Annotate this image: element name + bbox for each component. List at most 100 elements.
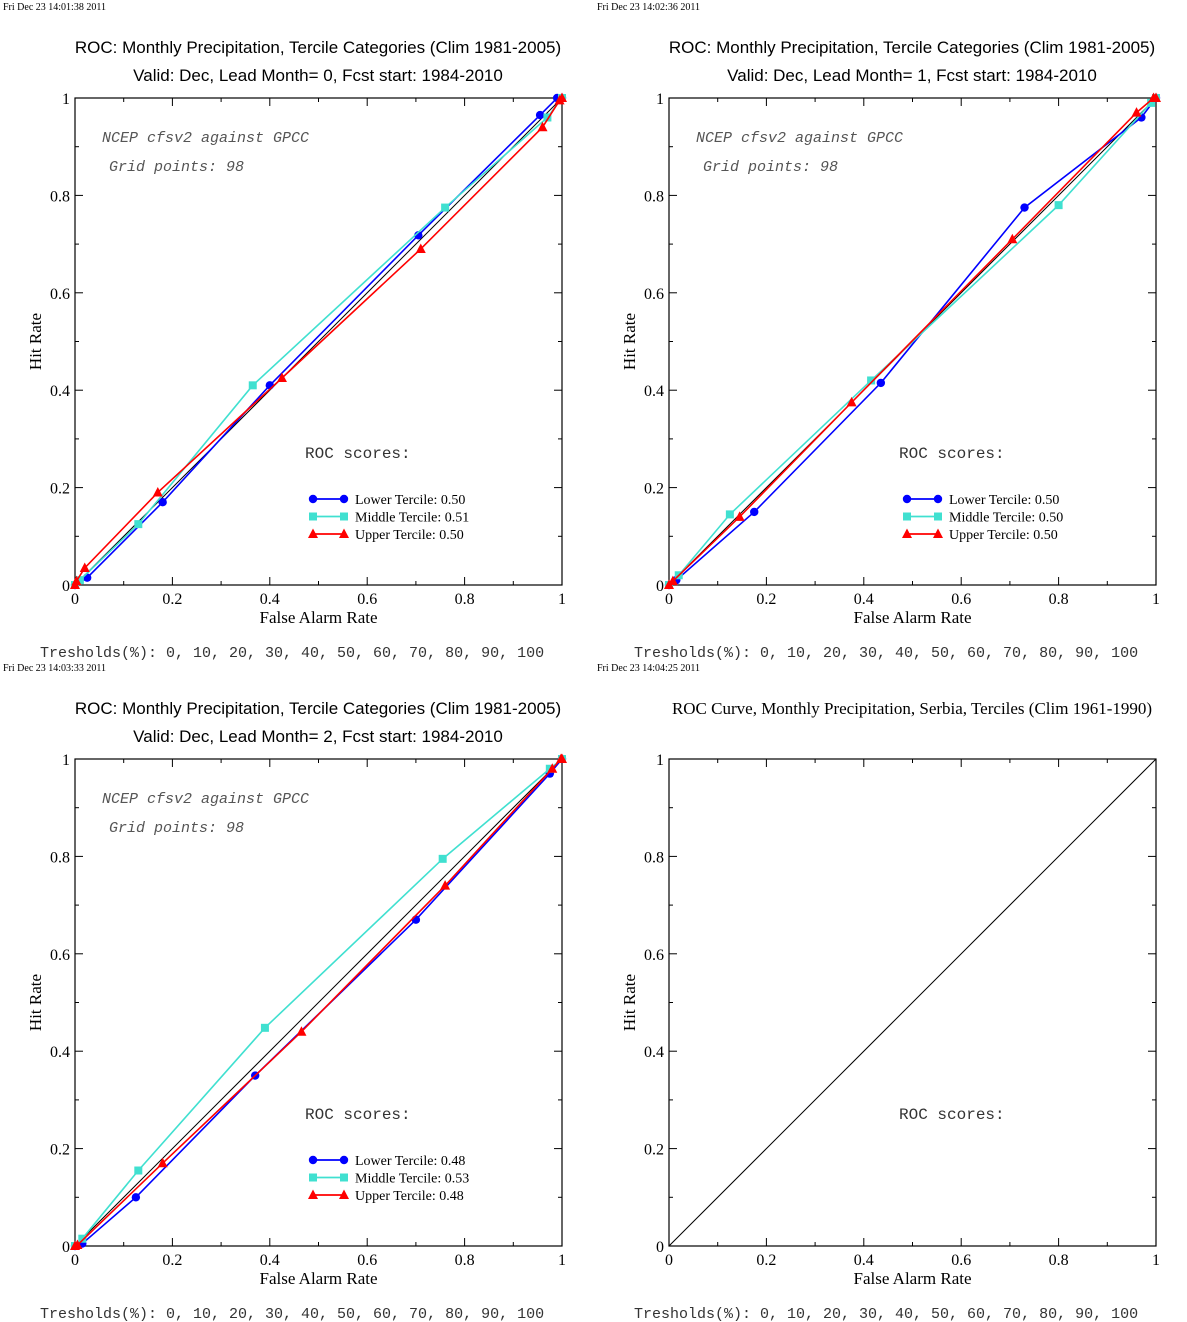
y-tick-label: 0.6 [644, 947, 664, 964]
diagonal-line [74, 758, 563, 1247]
data-point-series-1 [411, 915, 421, 924]
legend-marker-1 [339, 494, 349, 504]
legend-marker-1 [339, 1155, 349, 1165]
y-tick-label: 1 [656, 91, 664, 108]
y-tick-label: 0.2 [50, 1142, 70, 1159]
x-tick-label: 0.4 [260, 591, 280, 608]
y-tick-label: 0.4 [644, 383, 664, 400]
legend-marker-2 [340, 1173, 348, 1182]
legend-marker-3 [308, 528, 318, 538]
x-tick-label: 0.4 [260, 1252, 280, 1269]
x-tick-label: 0.4 [854, 1252, 874, 1269]
y-tick-label: 0 [62, 578, 70, 595]
timestamp: Fri Dec 23 14:03:33 2011 [3, 663, 106, 674]
y-tick-label: 1 [62, 752, 70, 769]
data-point-series-3 [296, 1026, 307, 1036]
data-point-series-2 [75, 576, 84, 585]
y-tick-label: 0.4 [50, 383, 70, 400]
data-point-series-2 [1147, 98, 1156, 107]
x-axis-label: False Alarm Rate [853, 608, 971, 627]
legend-marker-2 [340, 512, 348, 521]
x-tick-label: 0.2 [756, 1252, 776, 1269]
legend-entry-3: Upper Tercile: 0.50 [355, 528, 464, 543]
chart-title: ROC: Monthly Precipitation, Tercile Cate… [75, 699, 561, 718]
legend-entry-2: Middle Tercile: 0.51 [355, 511, 469, 526]
data-point-series-1 [876, 378, 886, 388]
y-tick-label: 1 [656, 752, 664, 769]
legend-entry-1: Lower Tercile: 0.48 [355, 1154, 465, 1169]
data-point-series-3 [1151, 92, 1161, 102]
x-tick-label: 0 [71, 1252, 79, 1269]
x-axis-label: False Alarm Rate [259, 1269, 377, 1288]
data-point-series-3 [547, 763, 558, 773]
x-tick-label: 0.2 [162, 1252, 182, 1269]
data-point-series-2 [438, 854, 447, 863]
timestamp: Fri Dec 23 14:01:38 2011 [3, 2, 106, 13]
x-tick-label: 0.8 [1049, 1252, 1069, 1269]
y-tick-label: 0.6 [644, 286, 664, 303]
y-axis-label: Hit Rate [620, 974, 639, 1031]
data-point-series-3 [157, 1157, 168, 1168]
thresholds-text: Tresholds(%): 0, 10, 20, 30, 40, 50, 60,… [634, 645, 1138, 662]
legend-entry-3: Upper Tercile: 0.50 [949, 528, 1058, 543]
legend-marker-2 [309, 1173, 317, 1182]
x-tick-label: 0.8 [1049, 591, 1069, 608]
chart-subtitle: Valid: Dec, Lead Month= 2, Fcst start: 1… [133, 727, 503, 746]
thresholds-text: Tresholds(%): 0, 10, 20, 30, 40, 50, 60,… [634, 1306, 1138, 1322]
chart-title: ROC: Monthly Precipitation, Tercile Cate… [75, 38, 561, 57]
data-point-series-2 [867, 376, 876, 385]
y-tick-label: 0.4 [50, 1044, 70, 1061]
data-point-series-3 [667, 575, 678, 586]
x-tick-label: 1 [558, 1252, 566, 1269]
chart-subtitle: Valid: Dec, Lead Month= 1, Fcst start: 1… [727, 66, 1097, 85]
source-annotation: NCEP cfsv2 against GPCC [696, 130, 903, 147]
data-point-series-2 [134, 520, 143, 529]
y-axis-label: Hit Rate [26, 974, 45, 1031]
legend-marker-1 [308, 494, 318, 504]
data-point-series-2 [1054, 201, 1063, 210]
x-tick-label: 0.2 [756, 591, 776, 608]
data-point-series-3 [415, 243, 426, 253]
x-axis-label: False Alarm Rate [259, 608, 377, 627]
data-point-series-2 [78, 1234, 87, 1243]
x-axis-label: False Alarm Rate [853, 1269, 971, 1288]
legend-marker-3 [308, 1189, 318, 1199]
x-tick-label: 0.6 [951, 1252, 971, 1269]
x-tick-label: 1 [1152, 1252, 1160, 1269]
x-tick-label: 1 [558, 591, 566, 608]
x-tick-label: 0.4 [854, 591, 874, 608]
data-point-series-1 [1020, 203, 1029, 212]
data-point-series-2 [543, 113, 552, 122]
y-tick-label: 0.6 [50, 947, 70, 964]
chart-subtitle: Valid: Dec, Lead Month= 0, Fcst start: 1… [133, 66, 503, 85]
x-tick-label: 0.6 [951, 591, 971, 608]
legend-marker-3 [339, 528, 349, 538]
roc-scores-heading: ROC scores: [899, 445, 1005, 463]
legend-marker-1 [308, 1155, 318, 1165]
legend-marker-2 [309, 512, 317, 521]
y-tick-label: 0.8 [644, 188, 664, 205]
legend-entry-3: Upper Tercile: 0.48 [355, 1189, 464, 1204]
y-axis-label: Hit Rate [620, 313, 639, 370]
data-point-series-3 [557, 753, 567, 763]
data-point-series-2 [725, 510, 734, 519]
roc-scores-heading: ROC scores: [899, 1106, 1005, 1124]
legend-marker-3 [933, 528, 943, 538]
y-tick-label: 0.2 [50, 481, 70, 498]
legend-entry-2: Middle Tercile: 0.53 [355, 1172, 469, 1187]
y-tick-label: 0.8 [50, 188, 70, 205]
thresholds-text: Tresholds(%): 0, 10, 20, 30, 40, 50, 60,… [40, 1306, 544, 1322]
legend-marker-2 [934, 512, 942, 521]
y-tick-label: 0.8 [50, 849, 70, 866]
legend-entry-1: Lower Tercile: 0.50 [949, 493, 1059, 508]
data-point-series-3 [72, 1239, 83, 1250]
grid-points-annotation: Grid points: 98 [109, 159, 244, 176]
x-tick-label: 0 [71, 591, 79, 608]
roc-panel-4: Fri Dec 23 14:04:25 2011 ROC Curve, Month… [597, 663, 1160, 1322]
data-point-series-1 [535, 110, 545, 120]
y-tick-label: 1 [62, 91, 70, 108]
y-axis-label: Hit Rate [26, 313, 45, 370]
x-tick-label: 0.2 [162, 591, 182, 608]
roc-panel-3: Fri Dec 23 14:03:33 2011 ROC: Monthly Pre… [3, 663, 567, 1322]
